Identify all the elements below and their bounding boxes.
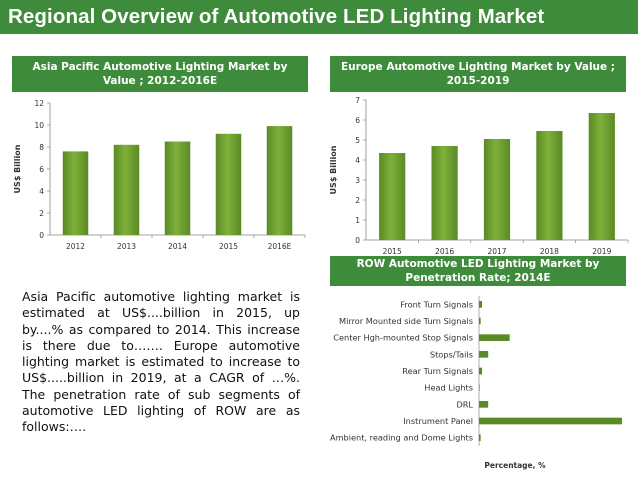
europe-bar-2019 [588, 113, 615, 240]
asia-bar-2015 [215, 133, 242, 235]
row-category-label: Stops/Tails [430, 349, 473, 359]
asia-y-tick-label: 12 [34, 99, 44, 108]
europe-y-tick-label: 4 [355, 156, 360, 165]
europe-bar-2017 [483, 139, 511, 240]
row-category-label: Ambient, reading and Dome Lights [330, 433, 473, 443]
asia-y-tick-label: 10 [34, 121, 44, 130]
row-chart-title-text: ROW Automotive LED Lighting Market by Pe… [356, 258, 600, 284]
asia-y-tick-label: 4 [39, 187, 44, 196]
row-category-label: Center Hgh-mounted Stop Signals [333, 333, 473, 343]
europe-bar-2015 [379, 153, 406, 240]
asia-bar-2012 [62, 151, 89, 235]
asia-x-tick-label: 2013 [117, 242, 136, 251]
asia-y-tick-label: 2 [39, 209, 44, 218]
europe-chart-title-text: Europe Automotive Lighting Market by Val… [340, 61, 616, 87]
row-category-label: Front Turn Signals [400, 299, 473, 309]
asia-bar-2016e [266, 126, 293, 235]
europe-y-tick-label: 3 [355, 176, 360, 185]
row-bar-7 [479, 417, 622, 425]
row-bar-4 [479, 367, 483, 375]
asia-bar-2014 [164, 141, 191, 235]
asia-bar-2013 [113, 144, 140, 235]
row-category-label: Rear Turn Signals [402, 366, 473, 376]
europe-y-tick-label: 1 [355, 216, 360, 225]
europe-x-tick-label: 2017 [487, 247, 506, 256]
summary-paragraph: Asia Pacific automotive lighting market … [22, 289, 300, 435]
europe-y-tick-label: 5 [355, 136, 360, 145]
asia-x-tick-label: 2012 [66, 242, 85, 251]
europe-bar-chart: US$ Billion 0 1 2 3 4 5 6 7 2015 2016 2017 2018 2019 [329, 96, 629, 256]
asia-x-tick-label: 2014 [168, 242, 187, 251]
row-bar-8 [479, 434, 481, 441]
row-bar-1 [479, 317, 481, 325]
asia-y-tick-label: 8 [39, 143, 44, 152]
europe-bar-2018 [536, 131, 563, 240]
asia-pacific-chart-title: Asia Pacific Automotive Lighting Market … [12, 56, 308, 92]
row-bar-5 [479, 384, 480, 391]
row-bar-0 [479, 301, 483, 308]
asia-pacific-bar-chart: US$ Billion 0 2 4 6 8 10 12 2012 2013 2014 2015 2016… [13, 99, 306, 251]
europe-y-axis-label: US$ Billion [329, 145, 338, 194]
europe-y-tick-label: 0 [355, 236, 360, 245]
row-x-axis-label: Percentage, % [484, 461, 546, 470]
row-category-label: Instrument Panel [403, 416, 473, 426]
row-bar-6 [479, 401, 489, 408]
asia-y-tick-label: 0 [39, 231, 44, 240]
asia-x-tick-label: 2016E [268, 242, 292, 251]
europe-y-tick-label: 6 [355, 116, 360, 125]
asia-pacific-chart-title-text: Asia Pacific Automotive Lighting Market … [32, 61, 288, 87]
row-category-label: Mirror Mounted side Turn Signals [339, 316, 473, 326]
asia-y-axis-label: US$ Billion [13, 144, 22, 193]
europe-x-tick-label: 2019 [592, 247, 611, 256]
europe-x-tick-label: 2018 [540, 247, 559, 256]
europe-y-tick-label: 2 [355, 196, 360, 205]
row-penetration-bar-chart: Front Turn Signals Mirror Mounted side Tu… [330, 296, 622, 470]
europe-x-tick-label: 2015 [383, 247, 402, 256]
row-bar-2 [479, 334, 510, 341]
asia-x-tick-label: 2015 [219, 242, 238, 251]
europe-chart-title: Europe Automotive Lighting Market by Val… [330, 56, 626, 92]
europe-x-tick-label: 2016 [435, 247, 454, 256]
asia-y-tick-label: 6 [39, 165, 44, 174]
row-bar-3 [479, 351, 489, 358]
europe-bar-2016 [431, 146, 458, 240]
row-chart-title: ROW Automotive LED Lighting Market by Pe… [330, 256, 626, 286]
page-title: Regional Overview of Automotive LED Ligh… [0, 0, 638, 34]
row-category-label: Head Lights [424, 383, 473, 393]
europe-y-tick-label: 7 [355, 96, 360, 105]
row-category-label: DRL [456, 399, 473, 409]
